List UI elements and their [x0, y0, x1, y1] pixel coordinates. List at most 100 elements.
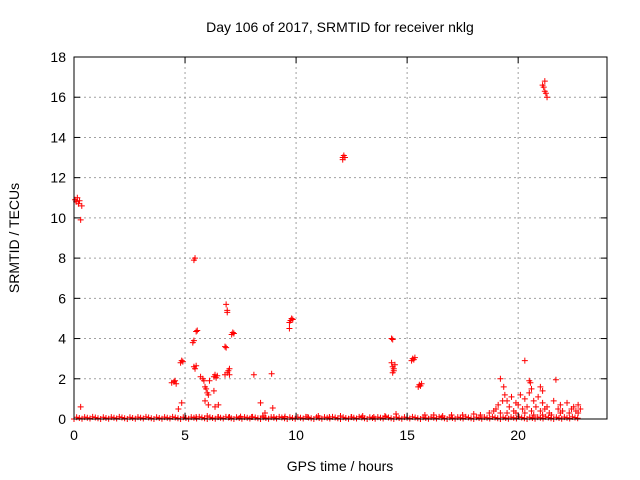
data-point — [512, 409, 519, 416]
data-point — [203, 385, 210, 392]
data-point — [526, 389, 533, 396]
data-point — [545, 414, 552, 421]
data-point — [358, 414, 365, 421]
data-point — [223, 301, 230, 308]
data-point — [205, 401, 212, 408]
data-point — [110, 414, 117, 421]
data-point — [448, 411, 455, 418]
data-point — [172, 414, 179, 421]
data-point — [145, 414, 152, 421]
data-point — [396, 415, 403, 422]
data-point — [537, 383, 544, 390]
data-point — [393, 410, 400, 417]
data-point — [229, 329, 236, 336]
axis-ticks — [73, 56, 607, 420]
data-point — [230, 330, 237, 337]
data-point — [341, 154, 348, 161]
data-point — [418, 380, 425, 387]
y-axis-title: SRMTID / TECUs — [6, 183, 22, 293]
data-point — [438, 414, 445, 421]
data-point — [388, 415, 395, 422]
data-point — [121, 415, 128, 422]
data-point — [388, 359, 395, 366]
data-point — [548, 411, 555, 418]
y-tick-label: 0 — [58, 411, 66, 427]
data-point — [212, 403, 219, 410]
data-point — [278, 414, 285, 421]
y-tick-label: 18 — [50, 49, 66, 65]
data-point — [94, 415, 101, 422]
data-point — [359, 412, 366, 419]
data-point — [515, 401, 522, 408]
data-point — [510, 414, 517, 421]
y-tick-label: 8 — [58, 250, 66, 266]
data-point — [78, 202, 85, 209]
data-point — [501, 391, 508, 398]
grid-lines — [74, 57, 607, 419]
data-point — [262, 415, 269, 422]
data-point — [532, 403, 539, 410]
data-point — [575, 409, 582, 416]
data-point — [504, 409, 511, 416]
data-point — [193, 362, 200, 369]
data-point — [192, 365, 199, 372]
data-point — [422, 415, 429, 422]
data-point — [465, 414, 472, 421]
data-point — [269, 404, 276, 411]
data-point — [198, 414, 205, 421]
data-point — [254, 415, 261, 422]
data-point — [527, 379, 534, 386]
data-point — [261, 409, 268, 416]
plot-frame — [73, 56, 608, 420]
data-point — [118, 414, 125, 421]
data-point — [521, 409, 528, 416]
data-point — [414, 415, 421, 422]
y-tick-labels: 0 2 4 6 8 10 12 14 16 18 — [50, 49, 66, 427]
data-point — [550, 397, 557, 404]
data-point — [175, 405, 182, 412]
y-tick-label: 6 — [58, 290, 66, 306]
data-point — [381, 412, 388, 419]
data-point — [572, 414, 579, 421]
data-point — [539, 399, 546, 406]
data-point — [76, 415, 83, 422]
data-point — [102, 415, 109, 422]
data-point — [84, 414, 91, 421]
data-point — [528, 407, 535, 414]
y-tick-label: 16 — [50, 89, 66, 105]
data-point — [178, 357, 185, 364]
data-point — [164, 414, 171, 421]
data-point — [173, 380, 180, 387]
data-point — [540, 84, 547, 91]
data-point — [315, 412, 322, 419]
data-point — [226, 371, 233, 378]
data-point — [129, 415, 136, 422]
data-point — [530, 411, 537, 418]
data-point — [519, 405, 526, 412]
data-point — [289, 316, 296, 323]
data-point — [223, 344, 230, 351]
data-point — [209, 415, 216, 422]
chart-title: Day 106 of 2017, SRMTID for receiver nkl… — [206, 19, 474, 35]
data-point — [557, 409, 564, 416]
data-point — [421, 411, 428, 418]
data-point — [193, 328, 200, 335]
data-point — [75, 200, 82, 207]
data-point — [476, 415, 483, 422]
data-point — [224, 307, 231, 314]
data-point — [575, 401, 582, 408]
data-point — [192, 255, 199, 262]
data-point — [206, 377, 213, 384]
data-point — [369, 415, 376, 422]
data-point — [499, 397, 506, 404]
data-point — [259, 412, 266, 419]
data-point — [250, 371, 257, 378]
data-point — [77, 216, 84, 223]
data-point — [215, 401, 222, 408]
data-point — [222, 343, 229, 350]
data-point — [539, 411, 546, 418]
data-point — [205, 391, 212, 398]
data-point — [76, 197, 83, 204]
data-point — [494, 415, 501, 422]
